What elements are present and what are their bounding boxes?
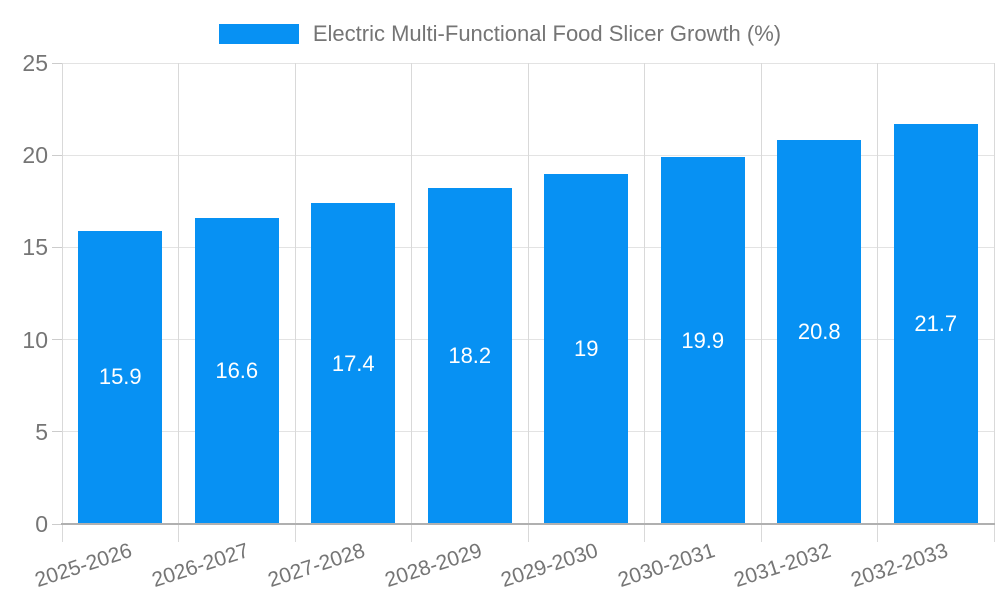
x-gridline: [760, 63, 762, 542]
legend[interactable]: Electric Multi-Functional Food Slicer Gr…: [0, 20, 1000, 48]
x-gridline: [527, 63, 529, 542]
bar[interactable]: 20.8: [777, 140, 862, 524]
legend-label: Electric Multi-Functional Food Slicer Gr…: [312, 21, 782, 46]
bar-value-label: 19.9: [681, 327, 725, 353]
bar[interactable]: 19.9: [660, 157, 745, 524]
x-gridline: [61, 63, 63, 542]
x-gridline: [993, 63, 995, 542]
plot-area: 15.9 16.6 17.4 18.2 19 19.9 20.8 21.7 2025-2026 2…: [32, 62, 995, 592]
x-axis-line: [61, 523, 995, 525]
y-tick-label: 0: [35, 511, 48, 537]
bar[interactable]: 19: [544, 173, 629, 524]
bar[interactable]: 16.6: [194, 217, 279, 524]
y-tick: [52, 431, 62, 433]
bar-value-label: 19: [574, 335, 599, 361]
bar-value-label: 21.7: [914, 310, 958, 336]
bar[interactable]: 18.2: [427, 188, 512, 524]
x-gridline: [877, 63, 878, 542]
y-tick-label: 25: [22, 50, 48, 76]
bar[interactable]: 21.7: [893, 123, 978, 524]
y-tick: [52, 523, 62, 525]
y-tick-label: 10: [22, 326, 48, 353]
bar-value-label: 20.8: [797, 319, 841, 345]
x-gridline: [411, 63, 412, 542]
bar-value-label: 15.9: [98, 364, 142, 390]
y-tick: [52, 339, 62, 341]
legend-swatch: [218, 24, 299, 44]
y-axis-labels: 0 5 10 15 20 25: [0, 52, 48, 536]
y-tick: [52, 246, 62, 248]
y-tick-label: 5: [35, 418, 48, 445]
bar-value-label: 16.6: [215, 357, 259, 383]
x-gridline: [294, 63, 296, 542]
y-tick-label: 20: [22, 142, 48, 169]
y-tick: [52, 154, 62, 156]
y-tick: [52, 62, 62, 64]
bar-value-label: 17.4: [331, 350, 375, 376]
bar[interactable]: 15.9: [78, 230, 163, 524]
bar-value-label: 18.2: [448, 343, 492, 369]
x-gridline: [644, 63, 645, 542]
y-tick-label: 15: [22, 234, 48, 261]
bar[interactable]: 17.4: [311, 203, 396, 524]
x-gridline: [178, 63, 179, 542]
